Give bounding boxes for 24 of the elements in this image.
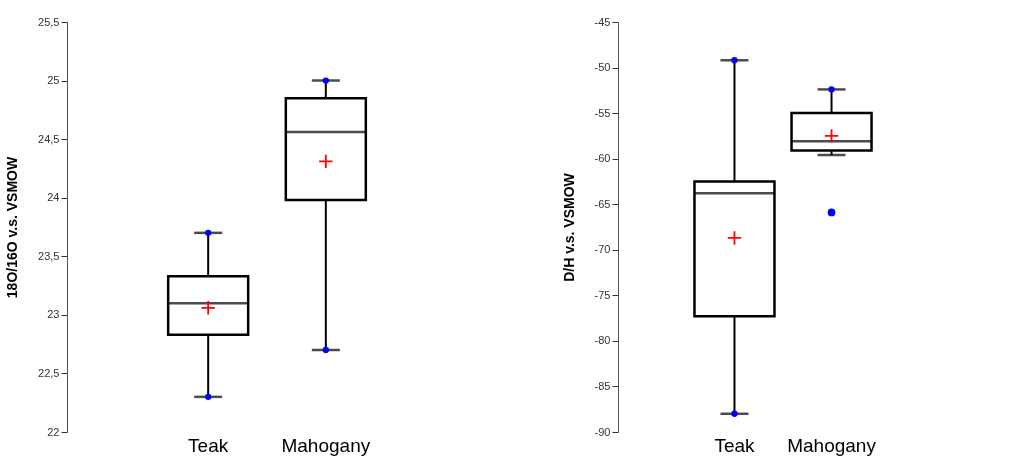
x-tick-label: Teak: [188, 434, 229, 456]
x-tick-label: Teak: [714, 434, 756, 456]
y-axis-title: D/H v.s. VSMOW: [560, 172, 577, 282]
y-tick-label: 24,5: [38, 132, 60, 145]
y-tick-label: -80: [594, 334, 611, 347]
y-tick-label: 25: [47, 74, 60, 87]
y-tick-label: -75: [594, 288, 611, 301]
y-tick-label: 22,5: [38, 366, 60, 379]
y-tick-label: -50: [594, 61, 611, 74]
y-tick-label: 23: [47, 308, 60, 321]
y-tick-label: -60: [594, 152, 611, 165]
y-tick-label: -90: [594, 425, 611, 438]
y-tick-label: -45: [594, 15, 611, 28]
y-tick-label: 24: [47, 191, 60, 204]
y-tick-label: 23,5: [38, 249, 60, 262]
y-tick-label: -70: [594, 243, 611, 256]
y-tick-label: -55: [594, 106, 611, 119]
y-tick-label: 25,5: [38, 15, 60, 28]
y-tick-label: -65: [594, 197, 611, 210]
y-tick-label: 22: [47, 425, 60, 438]
x-tick-label: Mahogany: [787, 434, 877, 456]
y-axis-title: 18O/16O v.s. VSMOW: [4, 156, 21, 299]
y-tick-label: -85: [594, 379, 611, 392]
x-tick-label: Mahogany: [281, 434, 371, 456]
